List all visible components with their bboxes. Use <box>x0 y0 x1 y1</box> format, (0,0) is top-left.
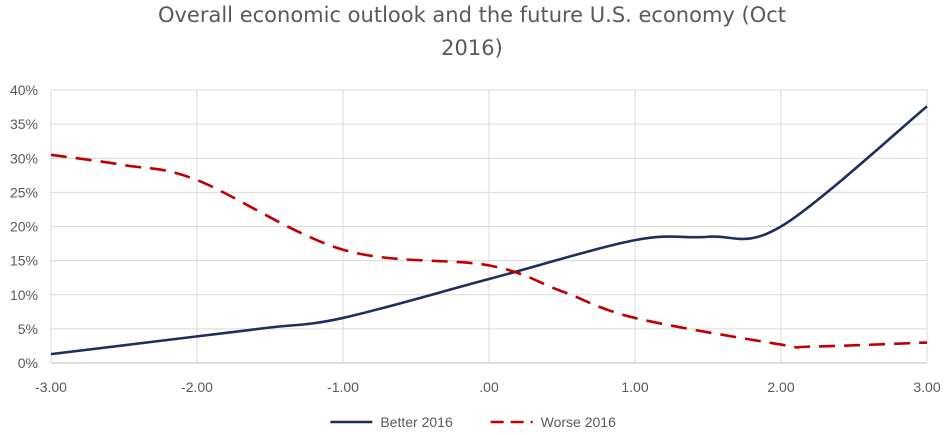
y-tick-label: 25% <box>10 184 38 200</box>
x-tick-label: -1.00 <box>327 379 359 395</box>
y-tick-label: 30% <box>10 150 38 166</box>
series-lines <box>50 105 928 356</box>
x-tick-label: 2.00 <box>767 379 794 395</box>
x-tick-label: .00 <box>479 379 499 395</box>
y-tick-label: 20% <box>10 219 38 235</box>
y-axis-ticks: 0% 5% 10% 15% 20% 25% 30% 35% 40% <box>10 82 38 371</box>
y-tick-label: 35% <box>10 116 38 132</box>
chart-title-line-2: 2016) <box>441 36 503 60</box>
legend-label-worse-2016: Worse 2016 <box>541 414 616 430</box>
legend: Better 2016 Worse 2016 <box>330 414 616 430</box>
legend-label-better-2016: Better 2016 <box>380 414 453 430</box>
grid <box>50 89 928 364</box>
x-tick-label: 3.00 <box>913 379 940 395</box>
chart-title-line-1: Overall economic outlook and the future … <box>158 3 786 27</box>
x-tick-label: 1.00 <box>621 379 648 395</box>
x-axis-ticks: -3.00 -2.00 -1.00 .00 1.00 2.00 3.00 <box>35 379 941 395</box>
y-tick-label: 15% <box>10 253 38 269</box>
series-line-worse-2016 <box>50 153 928 349</box>
y-tick-label: 0% <box>18 355 38 371</box>
y-tick-label: 5% <box>18 321 38 337</box>
x-tick-label: -3.00 <box>35 379 67 395</box>
x-tick-label: -2.00 <box>181 379 213 395</box>
series-line-better-2016 <box>50 105 928 356</box>
y-tick-label: 40% <box>10 82 38 98</box>
y-tick-label: 10% <box>10 287 38 303</box>
chart-title: Overall economic outlook and the future … <box>158 3 786 60</box>
